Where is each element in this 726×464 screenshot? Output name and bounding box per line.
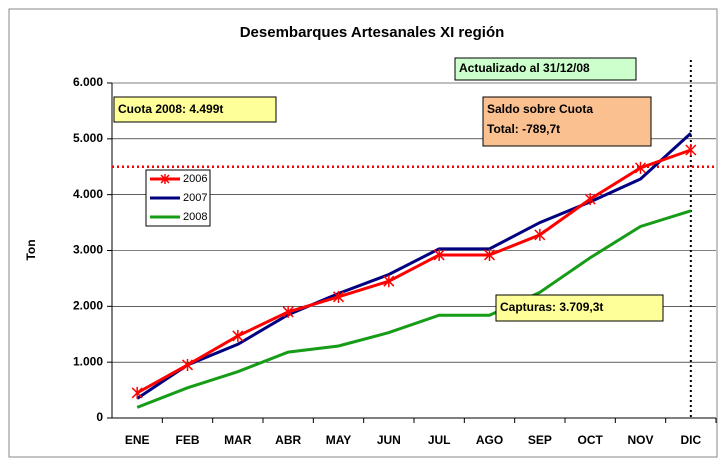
x-tick-label: FEB: [176, 433, 200, 447]
y-axis-label: Ton: [24, 239, 38, 260]
updated-note: Actualizado al 31/12/08: [459, 61, 590, 75]
y-tick-label: 1.000: [73, 354, 103, 368]
x-tick-label: AGO: [476, 433, 503, 447]
y-tick-label: 3.000: [73, 243, 103, 257]
y-tick-label: 2.000: [73, 299, 103, 313]
y-tick-label: 5.000: [73, 131, 103, 145]
x-tick-label: JUL: [428, 433, 451, 447]
legend-label: 2008: [183, 211, 207, 223]
y-tick-label: 6.000: [73, 75, 103, 89]
x-tick-label: MAR: [224, 433, 252, 447]
balance-note: Total: -789,7t: [487, 122, 560, 136]
quota-note: Cuota 2008: 4.499t: [118, 102, 223, 116]
catch-note: Capturas: 3.709,3t: [500, 300, 603, 314]
x-tick-label: MAY: [326, 433, 352, 447]
x-tick-label: DIC: [680, 433, 701, 447]
x-tick-label: OCT: [577, 433, 603, 447]
x-tick-label: ABR: [275, 433, 301, 447]
x-tick-label: ENE: [125, 433, 150, 447]
page: Desembarques Artesanales XI región Ton 0…: [0, 0, 726, 464]
x-tick-label: JUN: [377, 433, 401, 447]
x-tick-label: NOV: [627, 433, 653, 447]
balance-note: Saldo sobre Cuota: [487, 102, 593, 116]
chart: Desembarques Artesanales XI región Ton 0…: [0, 0, 726, 464]
y-tick-label: 4.000: [73, 187, 103, 201]
x-tick-label: SEP: [528, 433, 552, 447]
legend-label: 2006: [183, 173, 207, 185]
y-tick-label: 0: [96, 410, 103, 424]
legend-label: 2007: [183, 192, 207, 204]
chart-title: Desembarques Artesanales XI región: [240, 24, 505, 41]
